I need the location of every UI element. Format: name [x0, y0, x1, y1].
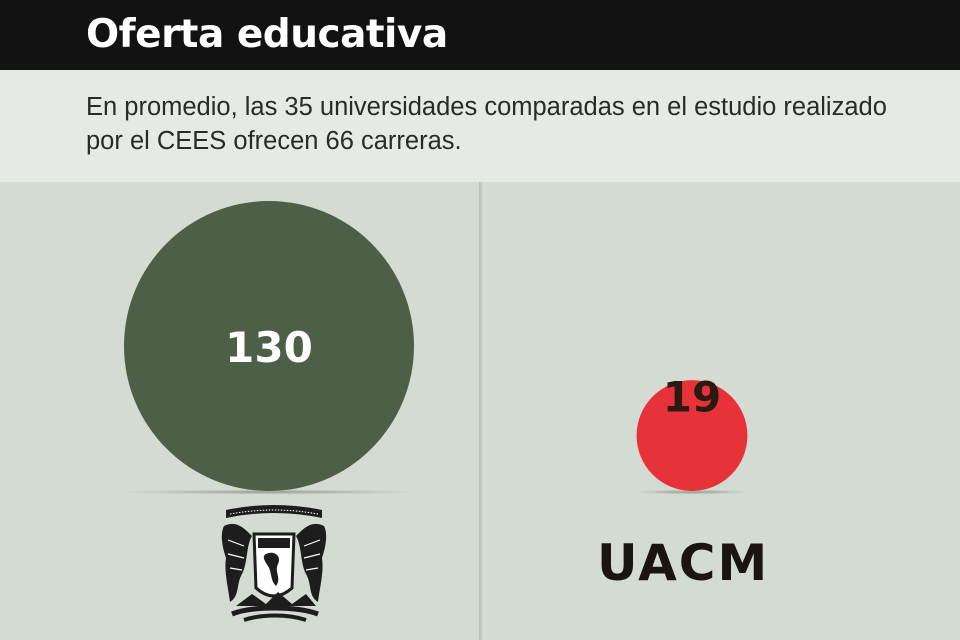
page-title: Oferta educativa — [86, 12, 448, 57]
bubble-unam — [124, 201, 414, 491]
value-label-uacm: 19 — [663, 373, 721, 422]
bubble-shadow-uacm — [634, 489, 750, 495]
unam-crest-icon — [221, 505, 327, 622]
panel-divider — [479, 182, 485, 640]
bubble-shadow-unam — [119, 489, 419, 495]
uacm-logo: UACM — [597, 534, 770, 592]
subtitle-band: En promedio, las 35 universidades compar… — [0, 70, 960, 182]
bubble-uacm — [636, 380, 748, 492]
page-subtitle: En promedio, las 35 universidades compar… — [86, 93, 887, 155]
title-bar: Oferta educativa — [0, 0, 960, 70]
value-label-unam: 130 — [225, 323, 313, 372]
